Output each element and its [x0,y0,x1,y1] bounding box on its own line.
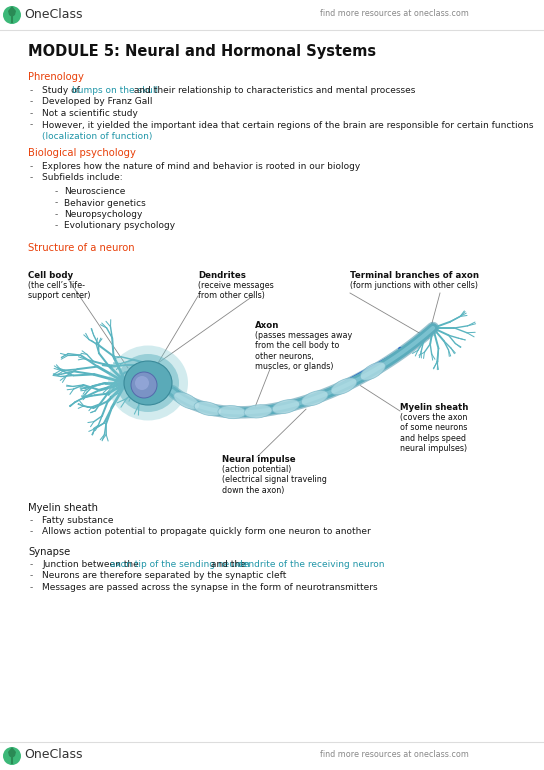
Text: Junction between the: Junction between the [42,560,141,569]
Text: -: - [30,162,33,171]
Ellipse shape [301,390,328,406]
Text: Messages are passed across the synapse in the form of neurotransmitters: Messages are passed across the synapse i… [42,583,378,592]
Ellipse shape [331,378,357,395]
Text: Structure of a neuron: Structure of a neuron [28,243,134,253]
Text: (localization of function): (localization of function) [42,132,152,141]
Text: axon tip of the sending neuron: axon tip of the sending neuron [110,560,250,569]
Circle shape [3,6,21,24]
Text: Axon: Axon [255,321,280,330]
Text: -: - [30,560,33,569]
Ellipse shape [194,401,221,416]
Text: -: - [55,187,58,196]
Ellipse shape [124,361,172,405]
Text: Subfields include:: Subfields include: [42,173,122,182]
Text: However, it yielded the important idea that certain regions of the brain are res: However, it yielded the important idea t… [42,120,534,129]
Text: Neuropsychology: Neuropsychology [64,210,143,219]
Circle shape [131,372,157,398]
Ellipse shape [244,405,272,418]
Text: Dendrites: Dendrites [198,271,246,280]
Text: -: - [30,173,33,182]
Text: -: - [30,571,33,581]
Text: Fatty substance: Fatty substance [42,516,114,525]
Text: Evolutionary psychology: Evolutionary psychology [64,222,175,230]
Text: Explores how the nature of mind and behavior is rooted in our biology: Explores how the nature of mind and beha… [42,162,360,171]
Text: -: - [30,583,33,592]
Text: -: - [30,98,33,106]
Circle shape [3,747,21,765]
Text: Myelin sheath: Myelin sheath [28,503,98,513]
Text: (form junctions with other cells): (form junctions with other cells) [350,281,478,290]
Ellipse shape [272,400,300,413]
Text: find more resources at oneclass.com: find more resources at oneclass.com [320,750,469,759]
Text: Developed by Franz Gall: Developed by Franz Gall [42,98,152,106]
Text: Biological psychology: Biological psychology [28,148,136,158]
Text: and the: and the [208,560,249,569]
Text: Myelin sheath: Myelin sheath [400,403,468,412]
Text: (passes messages away
from the cell body to
other neurons,
muscles, or glands): (passes messages away from the cell body… [255,331,353,371]
Text: -: - [30,527,33,537]
Text: -: - [55,222,58,230]
Text: OneClass: OneClass [24,8,83,21]
Text: -: - [30,516,33,525]
Text: find more resources at oneclass.com: find more resources at oneclass.com [320,9,469,18]
Text: (the cell’s life-
support center): (the cell’s life- support center) [28,281,90,300]
Text: (covers the axon
of some neurons
and helps speed
neural impulses): (covers the axon of some neurons and hel… [400,413,467,454]
Polygon shape [8,747,16,758]
Text: Study of: Study of [42,86,83,95]
Text: dendrite of the receiving neuron: dendrite of the receiving neuron [237,560,385,569]
Ellipse shape [108,346,188,420]
Text: and their relationship to characteristics and mental processes: and their relationship to characteristic… [131,86,415,95]
Text: bumps on the skull: bumps on the skull [71,86,158,95]
Ellipse shape [218,406,246,419]
Bar [0,0,544,30]
Text: Allows action potential to propagate quickly form one neuron to another: Allows action potential to propagate qui… [42,527,371,537]
Text: -: - [30,120,33,129]
Text: Terminal branches of axon: Terminal branches of axon [350,271,479,280]
Text: (receive messages
from other cells): (receive messages from other cells) [198,281,274,300]
Text: Cell body: Cell body [28,271,73,280]
Polygon shape [8,6,16,17]
Text: -: - [30,109,33,118]
Text: Neural impulse: Neural impulse [222,455,295,464]
Text: Phrenology: Phrenology [28,72,84,82]
Ellipse shape [117,354,179,412]
Text: Neuroscience: Neuroscience [64,187,125,196]
Text: Not a scientific study: Not a scientific study [42,109,138,118]
Text: Behavior genetics: Behavior genetics [64,199,146,207]
Text: -: - [55,210,58,219]
Text: OneClass: OneClass [24,748,83,761]
Text: Neurons are therefore separated by the synaptic cleft: Neurons are therefore separated by the s… [42,571,286,581]
Text: Synapse: Synapse [28,547,70,557]
Text: -: - [30,86,33,95]
Ellipse shape [360,362,385,380]
Text: MODULE 5: Neural and Hormonal Systems: MODULE 5: Neural and Hormonal Systems [28,44,376,59]
Text: -: - [55,199,58,207]
Ellipse shape [174,392,200,410]
Text: (action potential)
(electrical signal traveling
down the axon): (action potential) (electrical signal tr… [222,465,327,495]
Circle shape [135,376,149,390]
